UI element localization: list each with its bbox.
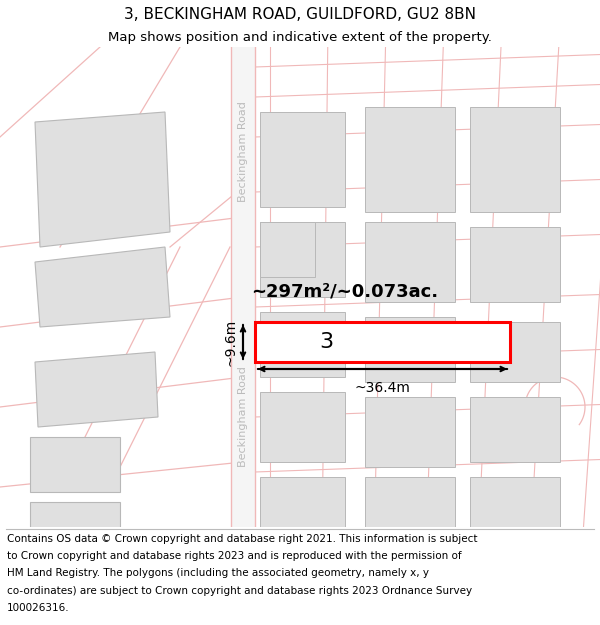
Text: to Crown copyright and database rights 2023 and is reproduced with the permissio: to Crown copyright and database rights 2… [7, 551, 462, 561]
Bar [470, 322, 560, 382]
Polygon shape [35, 352, 158, 427]
Text: co-ordinates) are subject to Crown copyright and database rights 2023 Ordnance S: co-ordinates) are subject to Crown copyr… [7, 586, 472, 596]
Bar [470, 107, 560, 212]
Text: ~297m²/~0.073ac.: ~297m²/~0.073ac. [251, 283, 438, 301]
Text: Beckingham Road: Beckingham Road [238, 366, 248, 468]
Bar [260, 222, 315, 277]
Text: HM Land Registry. The polygons (including the associated geometry, namely x, y: HM Land Registry. The polygons (includin… [7, 568, 429, 578]
Text: 3, BECKINGHAM ROAD, GUILDFORD, GU2 8BN: 3, BECKINGHAM ROAD, GUILDFORD, GU2 8BN [124, 7, 476, 22]
Text: Contains OS data © Crown copyright and database right 2021. This information is : Contains OS data © Crown copyright and d… [7, 534, 478, 544]
Polygon shape [35, 247, 170, 327]
Bar [260, 392, 345, 462]
Text: 100026316.: 100026316. [7, 603, 70, 613]
Polygon shape [35, 112, 170, 247]
Bar [30, 502, 120, 552]
Bar [260, 312, 345, 377]
Bar [260, 112, 345, 207]
Bar [470, 477, 560, 537]
Bar [255, 322, 510, 362]
Text: 3: 3 [319, 332, 334, 352]
Bar [260, 477, 345, 542]
Bar [365, 397, 455, 467]
Text: ~9.6m: ~9.6m [224, 318, 238, 366]
Bar [365, 222, 455, 302]
Bar [365, 477, 455, 542]
Bar [30, 437, 120, 492]
Text: Beckingham Road: Beckingham Road [238, 101, 248, 202]
Bar [365, 317, 455, 382]
Bar [260, 222, 345, 297]
Bar [365, 107, 455, 212]
Bar [470, 227, 560, 302]
Bar [470, 397, 560, 462]
Text: ~36.4m: ~36.4m [355, 381, 410, 395]
Text: Map shows position and indicative extent of the property.: Map shows position and indicative extent… [108, 31, 492, 44]
Bar [231, 47, 255, 527]
